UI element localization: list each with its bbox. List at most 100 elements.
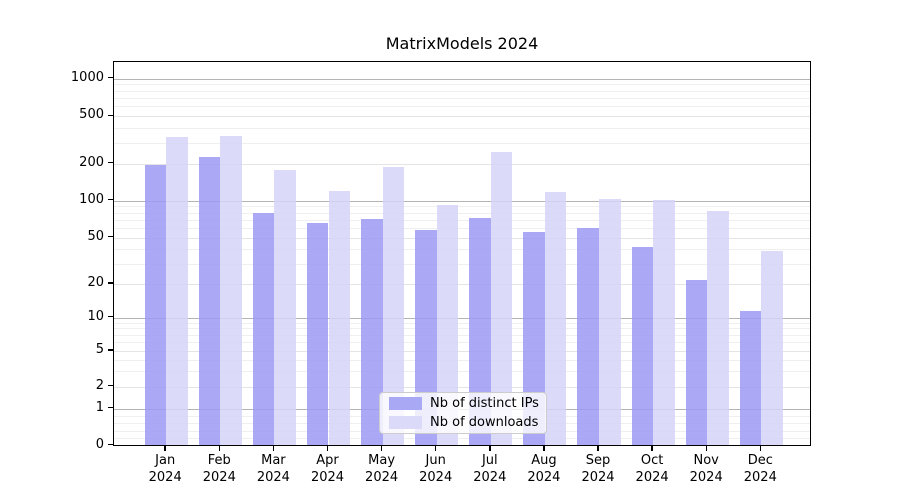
bar-distinct-ips-jun (415, 229, 437, 445)
y-tick-label-1000: 1000 (70, 69, 104, 85)
y-tick-mark (108, 198, 113, 201)
bar-distinct-ips-aug (523, 231, 545, 445)
bar-downloads-oct (653, 200, 675, 445)
y-tick-mark (108, 406, 113, 409)
x-tick-label-jan: Jan 2024 (148, 453, 182, 485)
minor-gridline (114, 98, 810, 99)
minor-gridline (114, 106, 810, 108)
bar-distinct-ips-nov (685, 279, 708, 445)
minor-gridline (114, 142, 810, 144)
plot-area: Nb of distinct IPs Nb of downloads (113, 61, 811, 446)
minor-gridline (114, 370, 810, 372)
minor-gridline (114, 438, 810, 440)
minor-gridline (114, 334, 810, 336)
bar-downloads-jul (490, 151, 513, 445)
y-tick-label-200: 200 (79, 154, 104, 170)
x-tick-mark (434, 446, 437, 451)
y-tick-label-0: 0 (95, 436, 104, 452)
y-tick-label-5: 5 (95, 342, 104, 358)
major-gridline (114, 317, 810, 319)
y-tick-mark (108, 114, 113, 116)
bar-distinct-ips-jul (469, 217, 491, 445)
y-tick-label-100: 100 (79, 191, 104, 207)
y-tick-mark (108, 443, 113, 446)
x-tick-mark (651, 446, 653, 451)
x-tick-mark (759, 446, 761, 451)
y-tick-mark (108, 282, 113, 284)
major-gridline (114, 163, 810, 165)
major-gridline (114, 284, 810, 286)
minor-gridline (114, 263, 810, 265)
bar-downloads-aug (544, 191, 567, 445)
minor-gridline (114, 248, 810, 250)
bar-downloads-feb (220, 136, 242, 445)
x-tick-label-oct: Oct 2024 (635, 453, 669, 485)
x-tick-mark (597, 446, 599, 451)
bar-downloads-jan (166, 137, 188, 445)
x-tick-label-jul: Jul 2024 (473, 453, 507, 485)
y-tick-label-500: 500 (79, 107, 104, 123)
minor-gridline (114, 342, 810, 344)
bar-downloads-jun (436, 205, 459, 445)
x-tick-mark (543, 446, 545, 451)
minor-gridline (114, 90, 810, 92)
major-gridline (114, 78, 810, 80)
x-tick-mark (164, 446, 166, 451)
major-gridline (114, 351, 810, 353)
legend-label: Nb of distinct IPs (430, 396, 539, 411)
bar-distinct-ips-dec (739, 311, 762, 445)
bar-downloads-apr (328, 191, 351, 445)
bar-distinct-ips-oct (631, 246, 654, 445)
bar-downloads-mar (274, 170, 296, 445)
x-tick-label-feb: Feb 2024 (202, 453, 236, 485)
minor-gridline (114, 328, 810, 330)
minor-gridline (114, 206, 810, 208)
major-gridline (114, 200, 810, 202)
y-tick-mark (108, 235, 113, 238)
x-tick-mark (218, 446, 220, 451)
x-tick-mark (272, 446, 275, 451)
legend-item-distinct-ips: Nb of distinct IPs (389, 396, 539, 411)
x-tick-label-may: May 2024 (365, 453, 399, 485)
bar-distinct-ips-may (361, 219, 383, 445)
bar-distinct-ips-jan (144, 164, 167, 445)
y-tick-mark (108, 384, 113, 387)
minor-gridline (114, 84, 810, 86)
y-tick-mark (108, 161, 113, 164)
bar-downloads-may (382, 166, 405, 445)
y-tick-label-2: 2 (95, 377, 104, 393)
x-tick-mark (705, 446, 707, 451)
bar-downloads-dec (761, 250, 783, 445)
minor-gridline (114, 212, 810, 214)
bar-distinct-ips-feb (198, 157, 221, 445)
minor-gridline (114, 359, 810, 361)
y-tick-label-20: 20 (87, 275, 104, 291)
y-tick-mark (108, 315, 113, 318)
legend-item-downloads: Nb of downloads (389, 415, 538, 430)
y-tick-mark (108, 349, 113, 351)
chart-title: MatrixModels 2024 (385, 34, 539, 53)
x-tick-label-aug: Aug 2024 (527, 453, 561, 485)
legend: Nb of distinct IPs Nb of downloads (379, 392, 547, 434)
bar-distinct-ips-sep (577, 227, 599, 445)
x-tick-mark (380, 446, 383, 451)
x-tick-mark (489, 446, 491, 451)
x-tick-label-jun: Jun 2024 (419, 453, 453, 485)
x-tick-label-sep: Sep 2024 (581, 453, 615, 485)
minor-gridline (114, 227, 810, 229)
y-tick-label-10: 10 (87, 308, 104, 324)
y-tick-mark (108, 76, 113, 79)
legend-swatch-distinct-ips-icon (389, 397, 422, 410)
x-tick-mark (326, 446, 329, 451)
bar-downloads-nov (707, 210, 729, 445)
bar-downloads-sep (599, 198, 621, 445)
x-tick-label-dec: Dec 2024 (743, 453, 777, 485)
minor-gridline (114, 127, 810, 129)
y-tick-label-50: 50 (87, 228, 104, 244)
legend-swatch-downloads-icon (389, 416, 422, 429)
major-gridline (114, 237, 810, 239)
major-gridline (114, 116, 810, 118)
major-gridline (114, 386, 810, 388)
x-tick-label-mar: Mar 2024 (256, 453, 290, 485)
minor-gridline (114, 322, 810, 324)
